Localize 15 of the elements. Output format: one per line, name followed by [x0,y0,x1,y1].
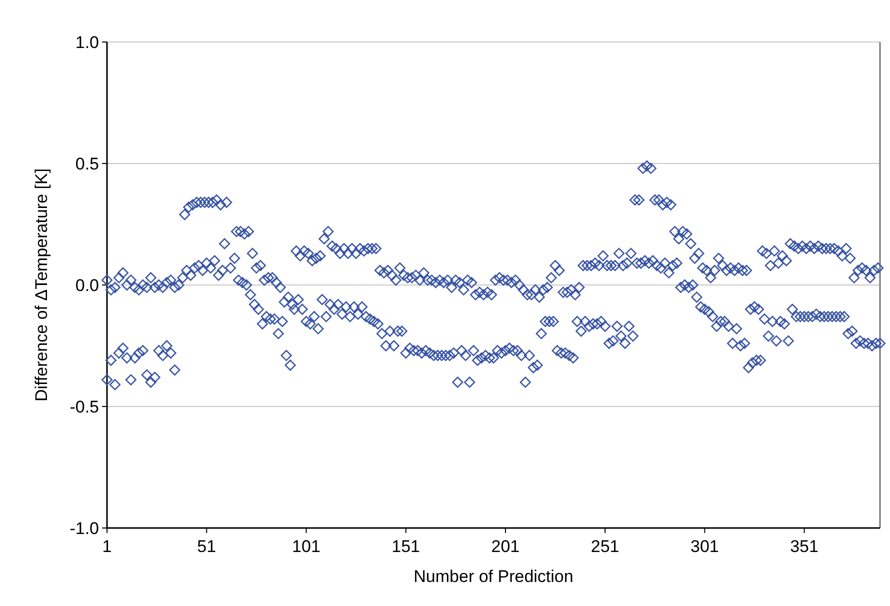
x-tick-label: 201 [491,537,520,556]
x-tick-label: 151 [392,537,420,556]
y-tick-label: 0.0 [75,276,99,295]
y-tick-label: 0.5 [75,154,99,174]
y-tick-label: 1.0 [75,32,99,52]
x-tick-label: 51 [197,537,216,556]
x-tick-label: 301 [690,537,719,556]
x-axis-title: Number of Prediction [414,567,574,586]
x-tick-label: 101 [292,537,320,556]
x-tick-label: 351 [790,537,818,556]
x-tick-label: 1 [102,537,112,556]
y-tick-label: -1.0 [70,518,99,538]
y-tick-label: -0.5 [70,397,99,416]
x-tick-label: 251 [590,537,620,556]
y-axis-title: Difference of ΔTemperature [K] [32,168,51,402]
